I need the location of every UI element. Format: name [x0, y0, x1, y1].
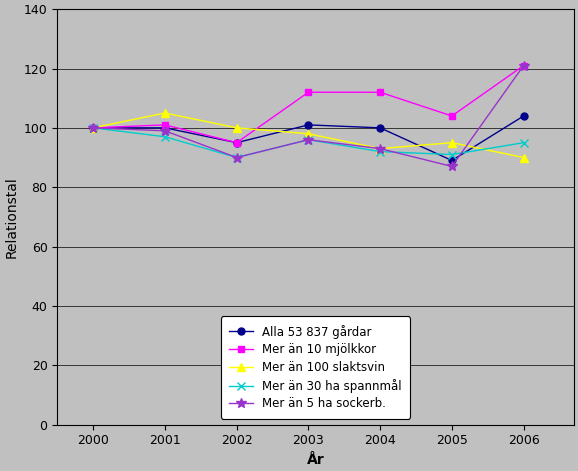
Mer än 100 slaktsvin	[233, 125, 240, 130]
Mer än 5 ha sockerb.	[90, 125, 97, 130]
Alla 53 837 gårdar	[305, 122, 312, 128]
Alla 53 837 gårdar	[161, 125, 168, 130]
Mer än 30 ha spannmål	[161, 134, 168, 139]
X-axis label: År: År	[307, 453, 324, 467]
Line: Alla 53 837 gårdar: Alla 53 837 gårdar	[90, 113, 527, 164]
Line: Mer än 100 slaktsvin: Mer än 100 slaktsvin	[89, 109, 528, 162]
Mer än 10 mjölkkor	[520, 63, 527, 68]
Mer än 30 ha spannmål	[449, 152, 455, 157]
Alla 53 837 gårdar	[90, 125, 97, 130]
Mer än 10 mjölkkor	[377, 89, 384, 95]
Alla 53 837 gårdar	[377, 125, 384, 130]
Mer än 100 slaktsvin	[449, 140, 455, 146]
Mer än 30 ha spannmål	[305, 137, 312, 143]
Mer än 5 ha sockerb.	[161, 128, 168, 134]
Mer än 30 ha spannmål	[377, 149, 384, 154]
Mer än 10 mjölkkor	[161, 122, 168, 128]
Y-axis label: Relationstal: Relationstal	[4, 176, 18, 258]
Mer än 10 mjölkkor	[449, 113, 455, 119]
Mer än 100 slaktsvin	[305, 131, 312, 137]
Mer än 5 ha sockerb.	[233, 154, 240, 160]
Mer än 5 ha sockerb.	[449, 163, 455, 169]
Line: Mer än 5 ha sockerb.: Mer än 5 ha sockerb.	[88, 61, 528, 171]
Line: Mer än 30 ha spannmål: Mer än 30 ha spannmål	[89, 124, 528, 162]
Legend: Alla 53 837 gårdar, Mer än 10 mjölkkor, Mer än 100 slaktsvin, Mer än 30 ha spann: Alla 53 837 gårdar, Mer än 10 mjölkkor, …	[221, 317, 410, 419]
Mer än 5 ha sockerb.	[377, 146, 384, 152]
Mer än 10 mjölkkor	[233, 140, 240, 146]
Mer än 30 ha spannmål	[520, 140, 527, 146]
Alla 53 837 gårdar	[233, 140, 240, 146]
Mer än 10 mjölkkor	[90, 125, 97, 130]
Mer än 5 ha sockerb.	[520, 63, 527, 68]
Alla 53 837 gårdar	[520, 113, 527, 119]
Mer än 10 mjölkkor	[305, 89, 312, 95]
Mer än 30 ha spannmål	[90, 125, 97, 130]
Mer än 100 slaktsvin	[377, 146, 384, 152]
Mer än 5 ha sockerb.	[305, 137, 312, 143]
Mer än 100 slaktsvin	[90, 125, 97, 130]
Mer än 30 ha spannmål	[233, 154, 240, 160]
Alla 53 837 gårdar	[449, 158, 455, 163]
Mer än 100 slaktsvin	[161, 110, 168, 116]
Mer än 100 slaktsvin	[520, 154, 527, 160]
Line: Mer än 10 mjölkkor: Mer än 10 mjölkkor	[90, 62, 527, 146]
